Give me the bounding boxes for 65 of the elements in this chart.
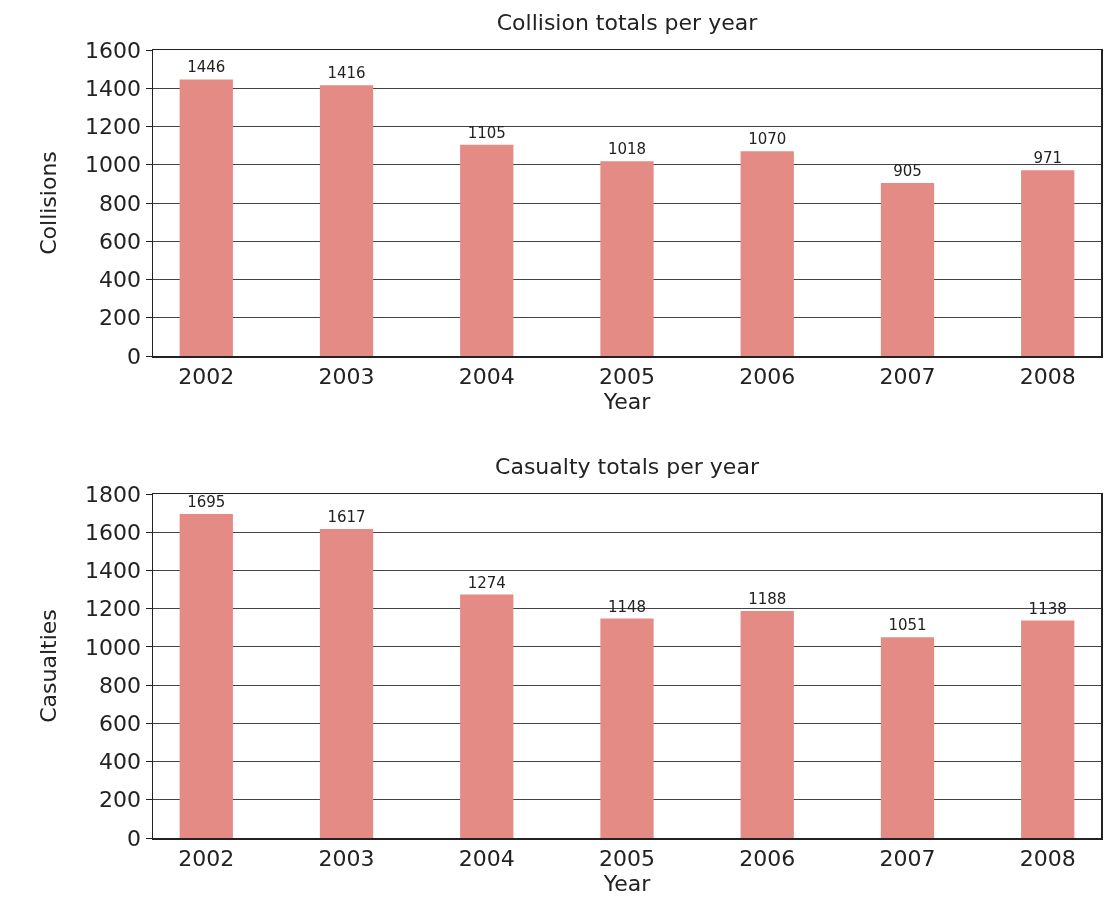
data-label: 1105 [467,123,506,142]
y-tick-label: 400 [99,267,142,293]
data-label: 1446 [187,58,226,77]
x-tick-label: 2006 [739,845,796,871]
bar [740,151,794,356]
bar [319,85,374,356]
data-label: 905 [893,161,922,180]
data-label: 1416 [327,64,366,83]
x-tick-label: 2004 [458,845,515,871]
y-tick-label: 200 [99,787,142,813]
x-tick-label: 2003 [318,845,375,871]
bar [1021,620,1075,838]
y-tick-label: 400 [99,749,142,775]
x-tick-label: 2003 [318,363,375,389]
bar [460,144,514,356]
y-tick-label: 0 [127,825,142,851]
y-tick-label: 1400 [85,75,142,101]
x-tick-label: 2006 [739,363,796,389]
y-tick-label: 1800 [85,481,142,507]
y-tick-label: 600 [99,228,142,254]
data-label: 1695 [187,493,226,512]
y-tick-label: 0 [127,343,142,369]
x-tick-label: 2002 [178,845,235,871]
data-label: 1070 [748,130,787,149]
y-tick-label: 1200 [85,596,142,622]
x-tick-label: 2005 [599,845,655,871]
bar [460,594,514,838]
bar [880,637,935,838]
bar [600,161,654,356]
y-tick-label: 1400 [85,558,142,584]
x-tick-label: 2007 [879,363,936,389]
x-axis-title: Year [602,870,652,896]
x-tick-label: 2007 [879,845,936,871]
bar [179,514,233,838]
y-tick-label: 800 [99,190,142,216]
bar [179,79,233,356]
x-tick-label: 2005 [599,363,655,389]
y-tick-label: 600 [99,711,142,737]
x-tick-label: 2008 [1019,363,1076,389]
bar [1021,170,1075,356]
y-tick-label: 1600 [85,519,142,545]
y-axis-title: Casualties [36,609,62,723]
chart-title: Collision totals per year [496,9,759,35]
data-label: 1018 [607,140,647,159]
chart-title: Casualty totals per year [495,453,760,479]
x-tick-label: 2002 [178,363,235,389]
x-tick-label: 2008 [1019,845,1076,871]
data-label: 971 [1033,149,1063,168]
y-axis-title: Collisions [36,151,62,255]
data-label: 1617 [327,507,366,526]
y-tick-label: 1200 [85,114,142,140]
x-axis-title: Year [602,388,652,414]
y-tick-label: 200 [99,305,142,331]
x-tick-label: 2004 [458,363,515,389]
bar [600,618,654,838]
bar [880,182,935,356]
bar [740,610,794,838]
data-label: 1051 [888,616,927,635]
bar [319,528,374,838]
y-tick-label: 1600 [85,37,142,63]
y-tick-label: 800 [99,672,142,698]
y-tick-label: 1000 [85,152,142,178]
data-label: 1274 [467,573,506,592]
data-label: 1188 [748,589,787,608]
y-tick-label: 1000 [85,634,142,660]
